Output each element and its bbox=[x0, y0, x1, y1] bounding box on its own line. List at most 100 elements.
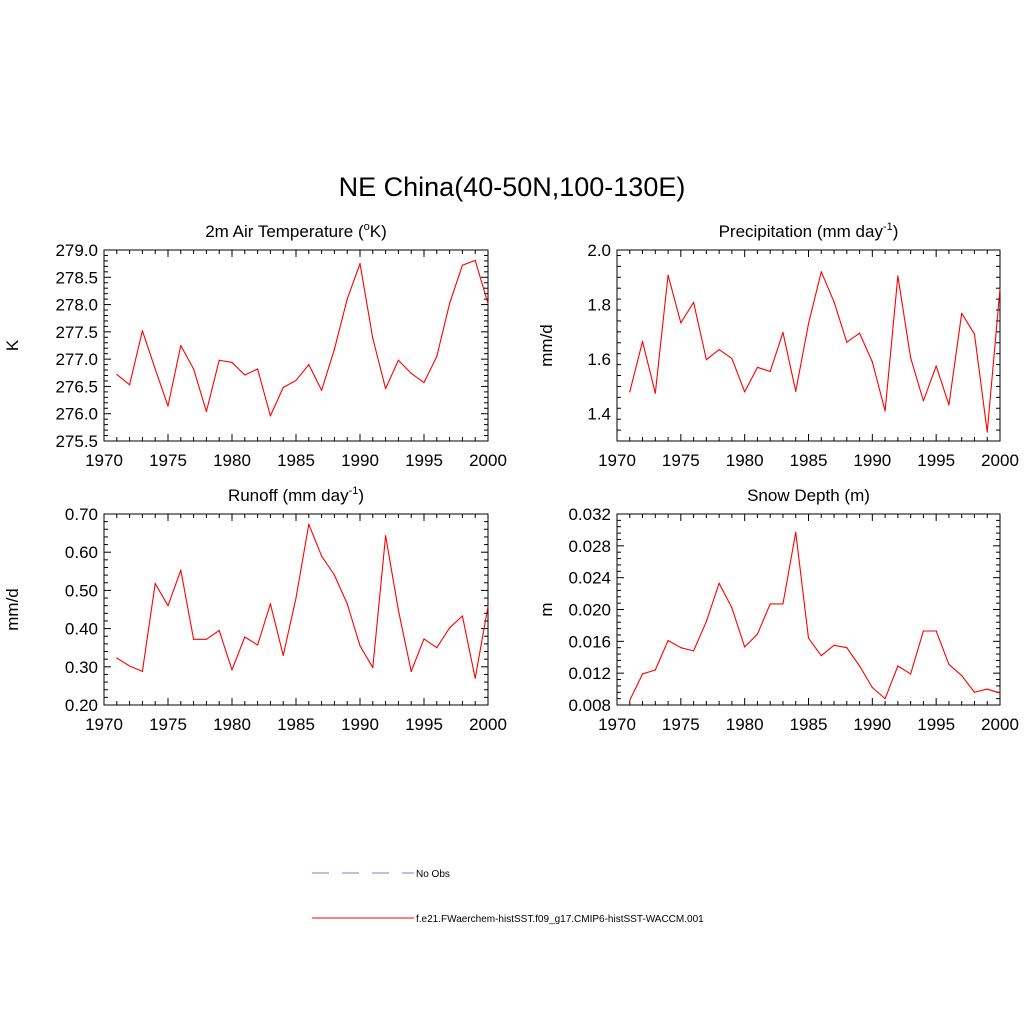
data-point bbox=[244, 374, 246, 376]
data-point bbox=[116, 373, 118, 376]
data-point bbox=[795, 531, 797, 533]
data-point bbox=[820, 271, 822, 273]
x-tick-label: 1985 bbox=[277, 715, 315, 734]
x-tick-label: 1995 bbox=[917, 451, 955, 470]
x-tick-label: 1990 bbox=[341, 451, 379, 470]
y-axis-label: K bbox=[3, 339, 22, 351]
data-point bbox=[833, 644, 835, 646]
data-point bbox=[654, 392, 656, 394]
x-tick-label: 1970 bbox=[85, 451, 123, 470]
x-tick-label: 1985 bbox=[790, 715, 828, 734]
data-point bbox=[948, 663, 950, 666]
x-tick-label: 1975 bbox=[149, 451, 187, 470]
data-point bbox=[321, 389, 323, 391]
panels: 1970 1975 1980 1985 1990 1995 2000 275.5 276.0 27… bbox=[3, 221, 1019, 734]
data-point bbox=[205, 410, 207, 413]
data-point bbox=[397, 609, 399, 611]
y-tick-label: 0.008 bbox=[568, 696, 611, 715]
data-point bbox=[372, 337, 374, 340]
x-tick-label: 1990 bbox=[853, 451, 891, 470]
data-point bbox=[782, 331, 784, 334]
data-point bbox=[154, 582, 156, 585]
data-point bbox=[487, 605, 489, 608]
y-axis-label: mm/d bbox=[537, 324, 556, 367]
x-tick-label: 2000 bbox=[469, 451, 507, 470]
data-point bbox=[795, 390, 797, 392]
data-point bbox=[680, 322, 682, 324]
y-tick-label: 275.5 bbox=[55, 432, 98, 451]
x-tick-label: 1970 bbox=[85, 715, 123, 734]
y-tick-label: 0.40 bbox=[65, 620, 98, 639]
x-tick-label: 1985 bbox=[277, 451, 315, 470]
figure-title: NE China(40-50N,100-130E) bbox=[339, 172, 686, 202]
x-tick-label: 1970 bbox=[598, 715, 636, 734]
data-point bbox=[154, 368, 156, 370]
data-point bbox=[680, 647, 682, 649]
x-tick-label: 2000 bbox=[469, 715, 507, 734]
data-point bbox=[705, 620, 707, 623]
data-point bbox=[986, 431, 988, 433]
data-point bbox=[282, 654, 284, 656]
data-point bbox=[410, 372, 412, 374]
data-point bbox=[141, 670, 143, 672]
data-point bbox=[180, 344, 182, 347]
data-point bbox=[807, 637, 810, 639]
data-point bbox=[897, 665, 899, 667]
data-point bbox=[218, 359, 220, 361]
x-tick-label: 1990 bbox=[341, 715, 379, 734]
series-line bbox=[629, 531, 1001, 701]
data-point bbox=[999, 288, 1001, 290]
y-tick-label: 0.70 bbox=[65, 505, 98, 524]
data-point bbox=[269, 415, 271, 417]
y-tick-label: 0.30 bbox=[65, 658, 98, 677]
y-tick-label: 0.012 bbox=[568, 664, 611, 683]
data-point bbox=[846, 647, 848, 649]
data-point bbox=[282, 386, 284, 389]
series-line bbox=[116, 523, 489, 679]
data-point bbox=[385, 388, 387, 390]
data-point bbox=[693, 301, 695, 303]
y-tick-label: 277.0 bbox=[55, 350, 98, 369]
data-point bbox=[116, 657, 118, 659]
data-point bbox=[474, 259, 476, 261]
y-tick-label: 0.020 bbox=[568, 601, 611, 620]
data-point bbox=[858, 665, 861, 667]
y-axis-label: mm/d bbox=[3, 588, 22, 631]
data-point bbox=[180, 569, 182, 571]
data-point bbox=[641, 340, 644, 343]
data-point bbox=[423, 638, 425, 640]
data-point bbox=[744, 391, 746, 393]
y-tick-label: 0.024 bbox=[568, 569, 611, 588]
data-point bbox=[321, 555, 323, 557]
data-point bbox=[436, 355, 438, 358]
y-tick-label: 277.5 bbox=[55, 323, 98, 342]
legend: No Obs f.e21.FWaerchem-histSST.f09_g17.C… bbox=[312, 869, 704, 925]
panel-air-temperature: 1970 1975 1980 1985 1990 1995 2000 275.5 276.0 27… bbox=[3, 221, 507, 470]
data-point bbox=[436, 647, 438, 649]
y-tick-label: 276.5 bbox=[55, 377, 98, 396]
data-point bbox=[871, 361, 873, 363]
y-tick-label: 1.6 bbox=[587, 350, 611, 369]
data-point bbox=[667, 639, 669, 642]
data-point bbox=[922, 400, 925, 402]
data-point bbox=[744, 646, 746, 648]
y-tick-label: 1.8 bbox=[587, 296, 611, 315]
data-point bbox=[423, 382, 425, 384]
panel-title: Snow Depth (m) bbox=[747, 486, 870, 505]
data-point bbox=[410, 670, 412, 672]
x-tick-label: 1975 bbox=[662, 715, 700, 734]
data-point bbox=[129, 665, 131, 667]
plot-frame bbox=[103, 249, 489, 442]
x-tick-label: 1970 bbox=[598, 451, 636, 470]
data-point bbox=[769, 370, 771, 373]
x-tick-label: 1995 bbox=[405, 451, 443, 470]
data-point bbox=[333, 574, 335, 576]
data-point bbox=[846, 341, 848, 343]
y-tick-label: 1.4 bbox=[587, 405, 611, 424]
panel-title: 2m Air Temperature (oK) bbox=[205, 221, 387, 241]
panel-precipitation: 1970 1975 1980 1985 1990 1995 2000 1.4 1.6 1.8 2.0… bbox=[537, 221, 1019, 470]
data-point bbox=[641, 673, 644, 675]
data-point bbox=[922, 630, 925, 632]
data-point bbox=[449, 627, 451, 629]
